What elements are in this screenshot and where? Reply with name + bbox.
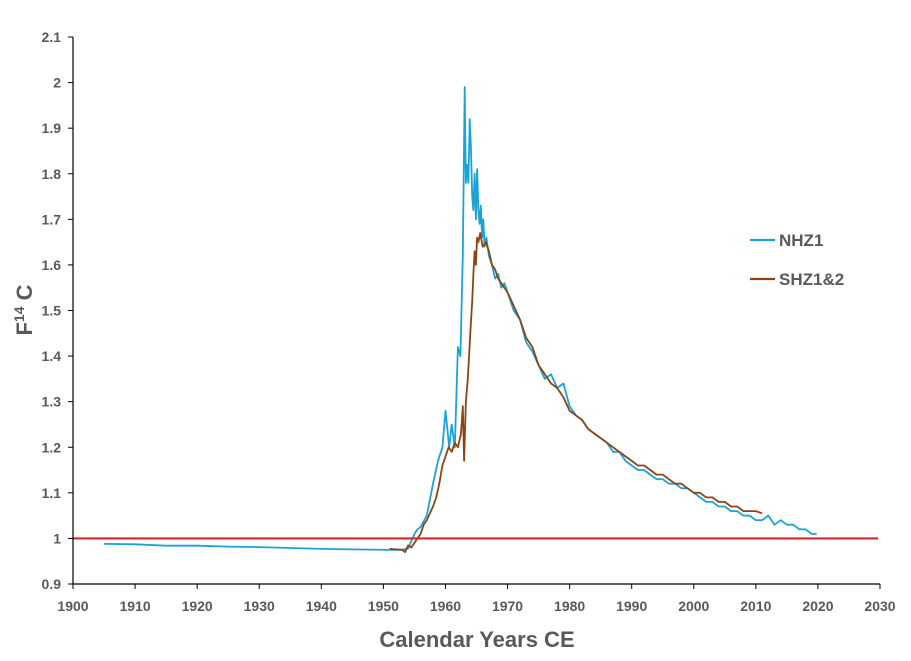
x-tick-label: 1900 (57, 598, 88, 614)
y-tick-label: 1.2 (42, 439, 62, 455)
x-tick-label: 1980 (554, 598, 585, 614)
x-tick-label: 2000 (678, 598, 709, 614)
y-tick-label: 1.3 (42, 394, 62, 410)
x-tick-label: 1910 (119, 598, 150, 614)
x-tick-label: 2030 (864, 598, 895, 614)
x-tick-label: 1930 (244, 598, 275, 614)
x-tick-label: 1990 (616, 598, 647, 614)
x-tick-label: 2020 (802, 598, 833, 614)
y-axis-title-main: F (12, 322, 37, 335)
x-tick-label: 1950 (368, 598, 399, 614)
y-tick-label: 0.9 (42, 576, 62, 592)
x-tick-label: 1970 (492, 598, 523, 614)
y-tick-label: 2 (53, 75, 61, 91)
y-tick-label: 1.9 (42, 120, 62, 136)
y-tick-label: 1.1 (42, 485, 62, 501)
x-tick-label: 1960 (430, 598, 461, 614)
y-tick-label: 1 (53, 530, 61, 546)
y-axis-title-suffix: C (12, 284, 37, 306)
x-tick-label: 1940 (306, 598, 337, 614)
x-axis-title: Calendar Years CE (379, 627, 574, 652)
y-tick-label: 1.8 (42, 166, 62, 182)
y-tick-label: 1.7 (42, 211, 62, 227)
legend-label: SHZ1&2 (779, 270, 844, 289)
y-tick-label: 1.4 (42, 348, 62, 364)
legend: NHZ1 SHZ1&2 (750, 231, 844, 289)
x-tick-label: 2010 (740, 598, 771, 614)
series-line-shz1-2 (389, 232, 763, 553)
x-axis: 1900 1910 1920 1930 1940 1950 1960 1970 1980 1990… (57, 583, 896, 614)
y-axis-title: F14 C (11, 284, 37, 335)
series-line-nhz1 (103, 86, 817, 551)
y-axis-title-superscript: 14 (11, 306, 27, 322)
y-tick-label: 1.6 (42, 257, 62, 273)
series-layer (73, 86, 878, 553)
y-tick-label: 1.5 (42, 303, 62, 319)
y-axis: 0.9 1 1.1 1.2 1.3 1.4 1.5 1.6 1.7 1.8 1.9 2 2.1 (42, 29, 74, 592)
x-tick-label: 1920 (182, 598, 213, 614)
legend-label: NHZ1 (779, 231, 823, 250)
y-tick-label: 2.1 (42, 29, 62, 45)
